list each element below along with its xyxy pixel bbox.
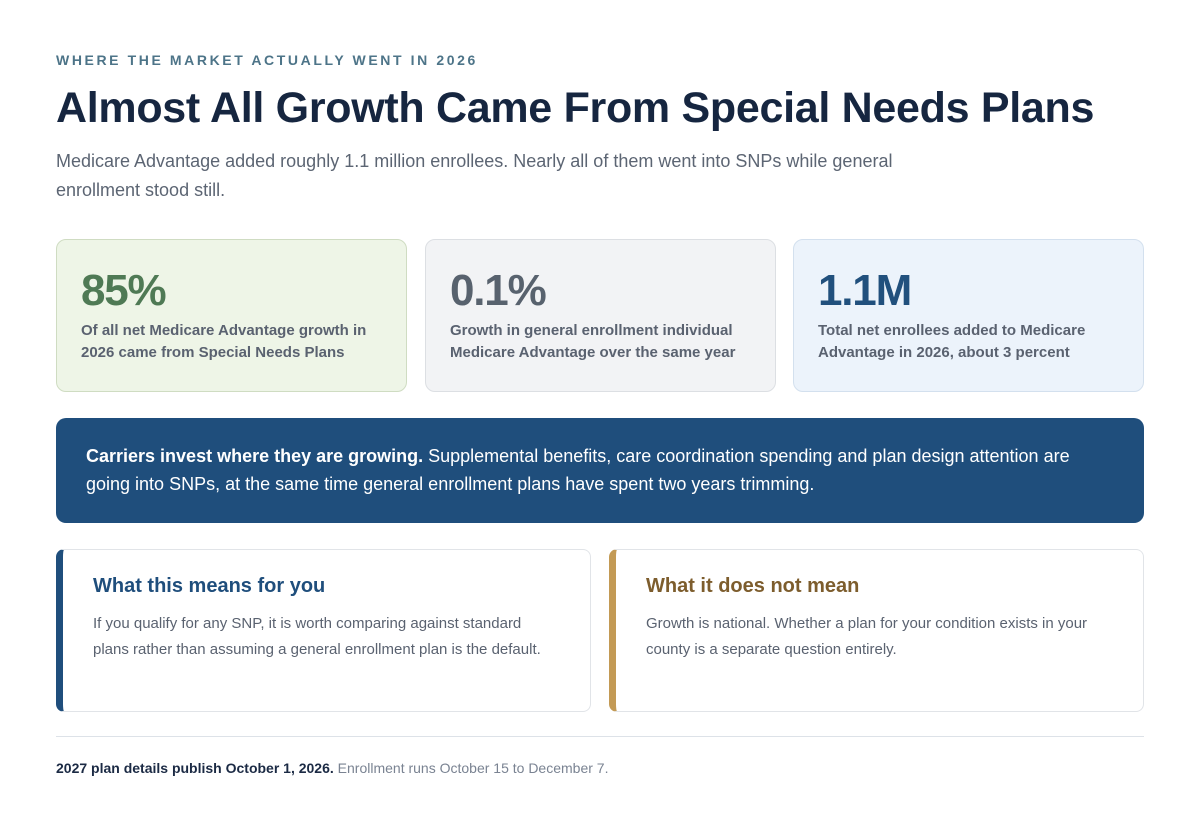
page-subtitle: Medicare Advantage added roughly 1.1 mil… <box>56 151 893 200</box>
footer-bold-text: 2027 plan details publish October 1, 202… <box>56 760 334 776</box>
footer-text: Enrollment runs October 15 to December 7… <box>333 760 609 776</box>
page-title: Almost All Growth Came From Special Need… <box>56 84 1095 132</box>
stat-value: 1.1M <box>818 266 912 315</box>
footer-note: 2027 plan details publish October 1, 202… <box>56 760 608 776</box>
banner-lead: Carriers invest where they are growing. <box>86 446 424 466</box>
card-title: What this means for you <box>93 575 326 597</box>
banner-text: Supplemental benefits, care coordination… <box>86 446 1070 494</box>
stat-card-snp-share: 85% Of all net Medicare Advantage growth… <box>56 239 407 392</box>
card-text: If you qualify for any SNP, it is worth … <box>93 615 541 658</box>
stat-description: Of all net Medicare Advantage growth in … <box>81 322 367 361</box>
insight-banner: Carriers invest where they are growing. … <box>56 418 1144 523</box>
stat-value: 85% <box>81 266 167 315</box>
card-what-it-does-not-mean: What it does not mean Growth is national… <box>609 549 1144 712</box>
stat-description: Growth in general enrollment individual … <box>450 322 736 361</box>
eyebrow-label: WHERE THE MARKET ACTUALLY WENT IN 2026 <box>56 52 478 68</box>
card-text: Growth is national. Whether a plan for y… <box>646 615 1088 658</box>
stat-value: 0.1% <box>450 266 547 315</box>
stat-card-total-enrollees: 1.1M Total net enrollees added to Medica… <box>793 239 1144 392</box>
stat-card-general-growth: 0.1% Growth in general enrollment indivi… <box>425 239 776 392</box>
card-title: What it does not mean <box>646 575 860 597</box>
footer-divider <box>56 736 1144 737</box>
stat-description: Total net enrollees added to Medicare Ad… <box>818 322 1086 361</box>
card-what-this-means: What this means for you If you qualify f… <box>56 549 591 712</box>
